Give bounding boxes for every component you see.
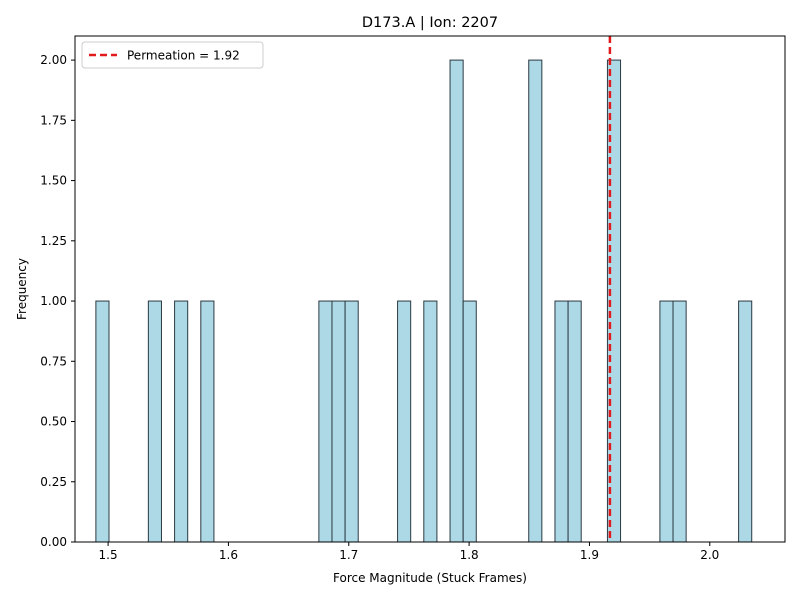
x-tick-label: 1.9: [580, 548, 599, 562]
legend-label: Permeation = 1.92: [127, 49, 240, 63]
y-tick-label: 0.25: [40, 475, 67, 489]
y-tick-label: 0.75: [40, 354, 67, 368]
y-axis-label: Frequency: [15, 258, 29, 320]
histogram-bar: [200, 300, 215, 543]
histogram-bar: [659, 300, 674, 543]
y-tick-label: 0.50: [40, 415, 67, 429]
chart-title: D173.A | Ion: 2207: [362, 15, 498, 31]
bars-group: [95, 59, 753, 543]
histogram-bar: [672, 300, 687, 543]
y-tick-label: 2.00: [40, 53, 67, 67]
histogram-bar: [567, 300, 582, 543]
plot-frame: [74, 35, 786, 543]
histogram-bar: [554, 300, 569, 543]
x-axis-ticks: 1.5 1.6 1.7 1.8 1.9 2.0: [99, 542, 719, 562]
histogram-bar: [528, 59, 543, 543]
histogram-bar: [318, 300, 333, 543]
histogram-bar: [449, 59, 464, 543]
legend-box: [81, 41, 264, 69]
legend: Permeation = 1.92: [81, 41, 264, 69]
y-tick-label: 0.00: [40, 535, 67, 549]
histogram-bar: [462, 300, 477, 543]
histogram-bar: [174, 300, 189, 543]
y-tick-label: 1.50: [40, 174, 67, 188]
histogram-bar: [331, 300, 346, 543]
y-tick-label: 1.00: [40, 294, 67, 308]
x-tick-label: 2.0: [700, 548, 719, 562]
y-axis-ticks: 0.00 0.25 0.50 0.75 1.00 1.25 1.50 1.75 2.00: [40, 53, 75, 549]
x-tick-label: 1.6: [219, 548, 238, 562]
x-tick-label: 1.8: [460, 548, 479, 562]
y-tick-label: 1.25: [40, 234, 67, 248]
histogram-bar: [738, 300, 753, 543]
x-tick-label: 1.5: [99, 548, 118, 562]
x-tick-label: 1.7: [339, 548, 358, 562]
histogram-bar: [147, 300, 162, 543]
x-axis-label: Force Magnitude (Stuck Frames): [333, 571, 527, 585]
histogram-bar: [397, 300, 412, 543]
y-tick-label: 1.75: [40, 113, 67, 127]
histogram-bar: [423, 300, 438, 543]
histogram-bar: [95, 300, 110, 543]
histogram-bar: [344, 300, 359, 543]
